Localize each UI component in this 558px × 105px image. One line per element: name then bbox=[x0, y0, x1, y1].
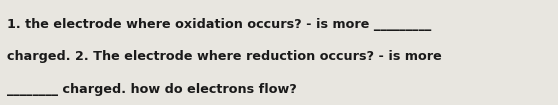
Text: charged. 2. The electrode where reduction occurs? - is more: charged. 2. The electrode where reductio… bbox=[7, 50, 441, 63]
Text: 1. the electrode where oxidation occurs? - is more _________: 1. the electrode where oxidation occurs?… bbox=[7, 18, 431, 31]
Text: ________ charged. how do electrons flow?: ________ charged. how do electrons flow? bbox=[7, 83, 296, 96]
